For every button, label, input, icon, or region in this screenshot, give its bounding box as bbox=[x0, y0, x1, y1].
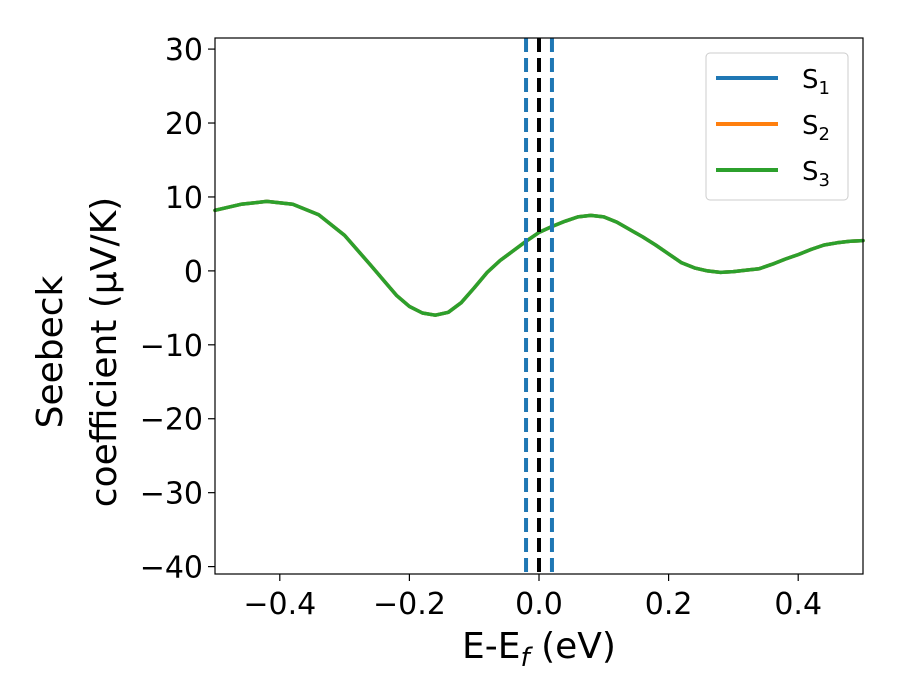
x-tick-label: 0.4 bbox=[774, 587, 822, 622]
x-axis: −0.4 −0.2 0.0 0.2 0.4 bbox=[243, 574, 822, 622]
y-tick-label: −10 bbox=[140, 329, 203, 364]
y-axis: −40 −30 −20 −10 0 10 20 30 bbox=[140, 33, 215, 586]
series-line-s3 bbox=[213, 199, 865, 317]
x-axis-title: E-Ef (eV) bbox=[462, 626, 616, 673]
y-tick-label: −30 bbox=[140, 477, 203, 512]
x-tick-label: −0.4 bbox=[243, 587, 316, 622]
x-tick-label: 0.0 bbox=[515, 587, 563, 622]
legend-frame bbox=[705, 52, 849, 201]
legend-label-s1: S1 bbox=[802, 65, 830, 99]
y-tick-label: 0 bbox=[184, 255, 203, 290]
legend: S1 S2 S3 bbox=[705, 52, 849, 201]
y-tick-label: 20 bbox=[165, 107, 203, 142]
x-tick-label: −0.2 bbox=[373, 587, 446, 622]
y-tick-label: −40 bbox=[140, 551, 203, 586]
x-tick-label: 0.2 bbox=[645, 587, 693, 622]
y-axis-title-line2: coefficient (μV/K) bbox=[84, 197, 125, 507]
plot-area bbox=[213, 38, 865, 574]
y-tick-label: −20 bbox=[140, 403, 203, 438]
legend-label-s2: S2 bbox=[802, 111, 830, 145]
y-axis-title: Seebeck coefficient (μV/K) bbox=[30, 197, 125, 507]
legend-label-s3: S3 bbox=[802, 157, 830, 191]
y-tick-label: 10 bbox=[165, 181, 203, 216]
y-axis-title-line1: Seebeck bbox=[30, 275, 71, 428]
y-tick-label: 30 bbox=[165, 33, 203, 68]
